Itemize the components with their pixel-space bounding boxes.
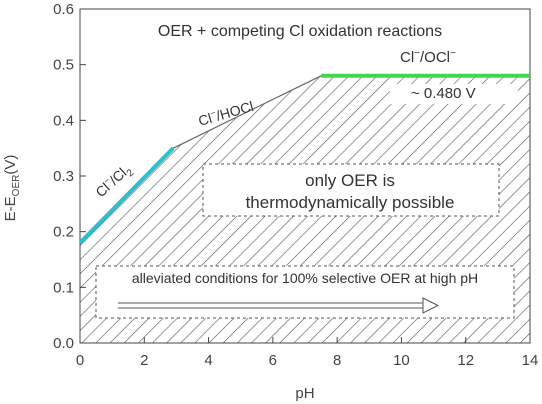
x-tick-label: 6 xyxy=(269,352,277,369)
x-tick-label: 10 xyxy=(393,352,410,369)
ocl-label: Cl−/OCl− xyxy=(400,48,456,66)
value-label: ~ 0.480 V xyxy=(411,85,476,102)
selective-label: alleviated conditions for 100% selective… xyxy=(132,270,478,286)
selective-arrow xyxy=(118,297,440,314)
selective-box xyxy=(95,265,515,319)
top-region-label: OER + competing Cl oxidation reactions xyxy=(158,23,442,40)
only-oer-box xyxy=(202,163,500,217)
y-axis-title: E-EOER(V) xyxy=(2,155,22,222)
axis-ticks: 0 2 4 6 8 10 12 14 0.0 0.1 0.2 0.3 0.4 0.5 0.6 xyxy=(53,1,538,369)
x-tick-label: 8 xyxy=(333,352,341,369)
only-oer-line2: thermodynamically possible xyxy=(246,193,455,212)
x-tick-label: 12 xyxy=(457,352,474,369)
y-tick-label: 0.6 xyxy=(53,1,74,18)
series-lines xyxy=(78,73,530,245)
x-tick-label: 2 xyxy=(140,352,148,369)
y-tick-label: 0.5 xyxy=(53,57,74,74)
y-tick-label: 0.0 xyxy=(53,335,74,352)
x-tick-label: 0 xyxy=(76,352,84,369)
x-axis-title: pH xyxy=(295,385,314,402)
x-tick-label: 14 xyxy=(522,352,539,369)
only-oer-line1: only OER is xyxy=(305,171,395,190)
annotation-boxes xyxy=(95,84,518,319)
y-tick-label: 0.2 xyxy=(53,224,74,241)
series-line-0 xyxy=(78,146,175,245)
x-tick-label: 4 xyxy=(204,352,212,369)
y-tick-label: 0.3 xyxy=(53,168,74,185)
value-label-bg xyxy=(390,84,518,104)
y-tick-label: 0.4 xyxy=(53,112,74,129)
series-line-1 xyxy=(172,75,322,149)
y-tick-label: 0.1 xyxy=(53,279,74,296)
